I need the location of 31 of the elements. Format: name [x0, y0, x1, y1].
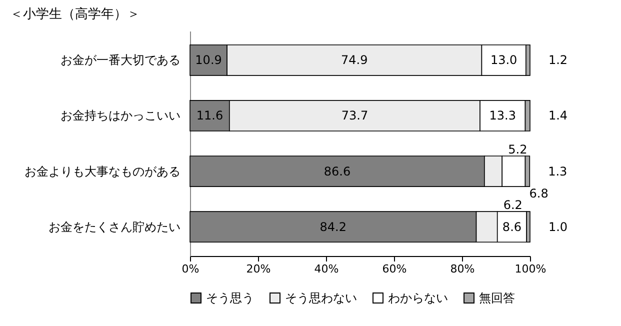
y-tick-label: お金持ちはかっこいい: [60, 108, 180, 123]
legend-label: そう思う: [206, 291, 254, 305]
legend-label: そう思わない: [285, 291, 357, 305]
data-label: 1.3: [548, 164, 568, 178]
y-tick-label: お金が一番大切である: [60, 53, 180, 68]
x-tick-label: 80%: [450, 262, 475, 276]
data-label: 8.6: [502, 220, 522, 234]
x-tick-label: 20%: [246, 262, 271, 276]
data-label: 74.9: [341, 53, 368, 68]
data-label: 73.7: [341, 108, 368, 123]
data-label: 1.2: [548, 53, 568, 68]
data-label: 11.6: [196, 108, 224, 123]
y-tick-label: お金をたくさん貯めたい: [48, 220, 180, 234]
legend-label: わからない: [388, 291, 448, 305]
y-tick-label: お金よりも大事なものがある: [24, 164, 180, 178]
data-label: 6.2: [503, 198, 522, 212]
x-tick-label: 100%: [514, 262, 546, 276]
x-tick-label: 0%: [182, 262, 200, 276]
data-label: 10.9: [195, 53, 222, 68]
data-label: 13.0: [490, 53, 518, 68]
x-tick-label: 40%: [314, 262, 339, 276]
x-tick-label: 60%: [382, 262, 407, 276]
data-label: 1.0: [548, 220, 568, 234]
data-label: 86.6: [324, 164, 351, 178]
data-label: 6.8: [529, 186, 548, 200]
data-label: 5.2: [508, 142, 528, 156]
data-label: 13.3: [489, 108, 516, 123]
data-label: 1.4: [548, 108, 568, 123]
text: ＜小学生（高学年）＞: [10, 6, 140, 22]
legend-label: 無回答: [479, 291, 515, 305]
data-label: 84.2: [320, 220, 346, 234]
